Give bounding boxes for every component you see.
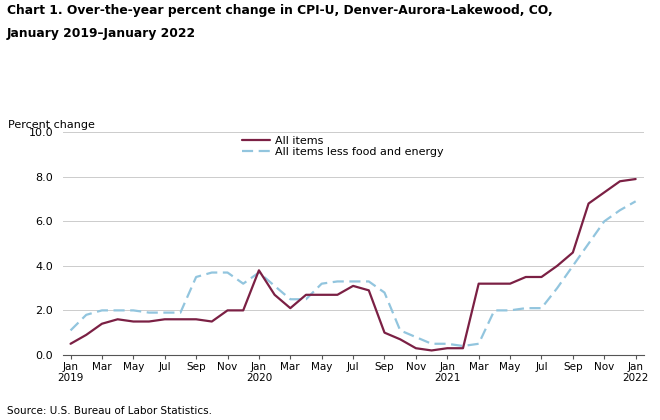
- All items less food and energy: [601, 219, 609, 224]
- All items: [553, 263, 561, 268]
- All items less food and energy: [553, 286, 561, 291]
- All items less food and energy: [114, 308, 121, 313]
- All items less food and energy: [537, 306, 545, 311]
- All items less food and energy: [616, 207, 624, 213]
- All items less food and energy: [475, 341, 482, 346]
- Legend: All items, All items less food and energy: All items, All items less food and energ…: [242, 136, 444, 158]
- All items: [286, 306, 294, 311]
- All items: [444, 346, 451, 351]
- All items: [537, 274, 545, 279]
- All items: [412, 346, 420, 351]
- All items less food and energy: [98, 308, 106, 313]
- All items: [459, 346, 467, 351]
- All items less food and energy: [569, 263, 577, 268]
- All items: [396, 337, 404, 342]
- All items less food and energy: [490, 308, 498, 313]
- All items: [208, 319, 216, 324]
- All items less food and energy: [585, 241, 593, 246]
- All items: [240, 308, 248, 313]
- All items less food and energy: [176, 310, 184, 315]
- All items less food and energy: [444, 341, 451, 346]
- All items less food and energy: [255, 270, 263, 275]
- All items: [145, 319, 153, 324]
- All items less food and energy: [317, 281, 325, 286]
- All items: [67, 341, 75, 346]
- All items: [585, 201, 593, 206]
- All items: [161, 317, 169, 322]
- All items: [522, 274, 530, 279]
- All items: [569, 250, 577, 255]
- All items: [271, 292, 279, 297]
- All items less food and energy: [506, 308, 514, 313]
- All items: [381, 330, 389, 335]
- All items less food and energy: [428, 341, 436, 346]
- Line: All items: All items: [71, 179, 636, 350]
- All items: [490, 281, 498, 286]
- All items: [365, 288, 373, 293]
- All items: [317, 292, 325, 297]
- All items: [98, 321, 106, 326]
- All items less food and energy: [412, 335, 420, 340]
- All items: [616, 179, 624, 184]
- All items: [176, 317, 184, 322]
- All items less food and energy: [349, 279, 357, 284]
- Text: Chart 1. Over-the-year percent change in CPI-U, Denver-Aurora-Lakewood, CO,: Chart 1. Over-the-year percent change in…: [7, 4, 552, 17]
- All items: [333, 292, 341, 297]
- All items: [475, 281, 482, 286]
- All items less food and energy: [82, 312, 90, 318]
- All items: [255, 268, 263, 273]
- All items less food and energy: [161, 310, 169, 315]
- Text: Percent change: Percent change: [7, 120, 94, 130]
- All items less food and energy: [192, 274, 200, 279]
- All items: [632, 176, 640, 181]
- Text: January 2019–January 2022: January 2019–January 2022: [7, 27, 196, 40]
- All items less food and energy: [271, 284, 279, 289]
- All items less food and energy: [333, 279, 341, 284]
- All items less food and energy: [286, 297, 294, 302]
- All items less food and energy: [224, 270, 232, 275]
- All items less food and energy: [67, 328, 75, 333]
- All items less food and energy: [129, 308, 137, 313]
- All items: [601, 190, 609, 195]
- Text: Source: U.S. Bureau of Labor Statistics.: Source: U.S. Bureau of Labor Statistics.: [7, 406, 212, 416]
- All items less food and energy: [381, 290, 389, 295]
- Line: All items less food and energy: All items less food and energy: [71, 201, 636, 346]
- All items less food and energy: [240, 281, 248, 286]
- All items less food and energy: [522, 306, 530, 311]
- All items less food and energy: [396, 328, 404, 333]
- All items: [129, 319, 137, 324]
- All items: [349, 284, 357, 289]
- All items less food and energy: [632, 199, 640, 204]
- All items: [114, 317, 121, 322]
- All items: [82, 332, 90, 337]
- All items less food and energy: [459, 344, 467, 349]
- All items: [302, 292, 310, 297]
- All items: [224, 308, 232, 313]
- All items: [192, 317, 200, 322]
- All items less food and energy: [365, 279, 373, 284]
- All items: [428, 348, 436, 353]
- All items: [506, 281, 514, 286]
- All items less food and energy: [208, 270, 216, 275]
- All items less food and energy: [302, 297, 310, 302]
- All items less food and energy: [145, 310, 153, 315]
